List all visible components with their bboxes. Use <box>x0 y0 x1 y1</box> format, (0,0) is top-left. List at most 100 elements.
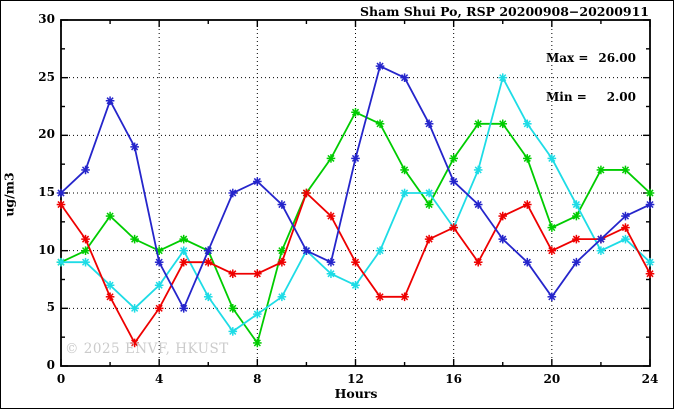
blue-series-marker <box>498 234 508 244</box>
green-series-marker <box>645 188 655 198</box>
marker-stroke <box>106 97 114 105</box>
marker-stroke <box>253 177 261 186</box>
cyan-series-marker <box>645 257 655 267</box>
red-series-marker <box>105 292 115 302</box>
marker-stroke <box>229 327 237 335</box>
cyan-series-marker <box>154 280 164 290</box>
blue-series-marker <box>400 73 409 82</box>
marker-stroke <box>81 166 90 174</box>
y-tick-label: 25 <box>38 69 55 84</box>
marker-stroke <box>131 304 139 312</box>
marker-stroke <box>57 200 65 209</box>
green-series-marker <box>572 211 581 221</box>
marker-stroke <box>499 235 507 243</box>
blue-series-marker <box>277 200 287 209</box>
marker-stroke <box>474 200 482 209</box>
marker-stroke <box>572 258 580 266</box>
marker-stroke <box>499 74 507 82</box>
marker-stroke <box>327 270 335 278</box>
green-series-marker <box>179 234 189 244</box>
marker-stroke <box>425 200 433 209</box>
marker-stroke <box>180 247 188 255</box>
blue-series-marker <box>351 154 360 163</box>
marker-stroke <box>376 120 384 128</box>
marker-stroke <box>572 235 580 243</box>
green-series-marker <box>449 154 458 163</box>
marker-stroke <box>351 108 360 116</box>
marker-stroke <box>450 177 458 186</box>
marker-stroke <box>155 258 163 266</box>
red-series-marker <box>400 292 409 302</box>
marker-stroke <box>646 189 654 197</box>
cyan-series-marker <box>621 234 630 244</box>
green-series-marker <box>473 119 483 129</box>
green-series-marker <box>621 165 630 175</box>
green-series-marker <box>596 165 606 175</box>
red-series-marker <box>547 246 557 255</box>
marker-stroke <box>106 281 114 289</box>
blue-series-marker <box>179 304 189 313</box>
marker-stroke <box>425 120 433 128</box>
cyan-series-marker <box>81 257 90 267</box>
marker-stroke <box>180 258 188 266</box>
cyan-series-marker <box>498 73 508 82</box>
blue-series-marker <box>302 246 311 255</box>
green-series-marker <box>81 246 90 255</box>
marker-stroke <box>401 166 409 174</box>
min-annotation: Min = 2.00 <box>546 91 636 104</box>
red-series-marker <box>326 211 336 221</box>
blue-series-marker <box>228 188 238 198</box>
marker-stroke <box>548 247 556 255</box>
marker-stroke <box>253 310 261 318</box>
marker-stroke <box>180 235 188 243</box>
x-tick-label: 20 <box>543 372 561 386</box>
red-series-marker <box>522 200 532 209</box>
red-series-marker <box>498 211 508 221</box>
marker-stroke <box>597 247 605 255</box>
max-annotation: Max = 26.00 <box>546 52 636 65</box>
green-series-marker <box>326 154 336 163</box>
blue-series-marker <box>81 165 90 175</box>
marker-stroke <box>425 235 433 243</box>
marker-stroke <box>401 293 409 301</box>
cyan-series-marker <box>326 269 336 279</box>
red-series-marker <box>179 257 189 267</box>
cyan-series-marker <box>424 188 434 198</box>
x-tick-label: 16 <box>445 372 462 386</box>
marker-stroke <box>450 154 458 162</box>
red-series-marker <box>645 269 655 279</box>
marker-stroke <box>523 200 531 209</box>
red-series-marker <box>351 257 360 267</box>
blue-series-marker <box>326 257 336 267</box>
marker-stroke <box>253 270 261 278</box>
cyan-series-marker <box>400 188 409 198</box>
marker-stroke <box>499 120 507 128</box>
marker-stroke <box>327 212 335 220</box>
green-series-marker <box>424 200 434 209</box>
marker-stroke <box>351 258 360 266</box>
red-series-marker <box>203 257 213 267</box>
x-axis-label: Hours <box>334 386 378 401</box>
blue-series-marker <box>154 257 164 267</box>
red-series-marker <box>621 223 630 232</box>
y-tick-label: 5 <box>46 300 55 315</box>
green-series-marker <box>105 211 115 221</box>
green-series-marker <box>400 165 409 175</box>
cyan-series-marker <box>228 327 238 336</box>
marker-stroke <box>597 166 605 174</box>
cyan-series-marker <box>547 154 557 163</box>
marker-stroke <box>499 212 507 220</box>
x-tick-label: 24 <box>641 372 659 386</box>
chart-title: Sham Shui Po, RSP 20200908−20200911 <box>359 4 649 19</box>
red-series-marker <box>228 269 238 279</box>
blue-series-marker <box>449 177 458 186</box>
cyan-series-marker <box>56 257 66 267</box>
marker-stroke <box>621 212 630 220</box>
green-series-marker <box>253 338 262 348</box>
marker-stroke <box>401 74 409 82</box>
x-tick-label: 4 <box>154 372 164 386</box>
marker-stroke <box>474 120 482 128</box>
max-min-annotation: Max = 26.00 Min = 2.00 <box>546 26 636 130</box>
max-value: 26.00 <box>598 51 636 65</box>
